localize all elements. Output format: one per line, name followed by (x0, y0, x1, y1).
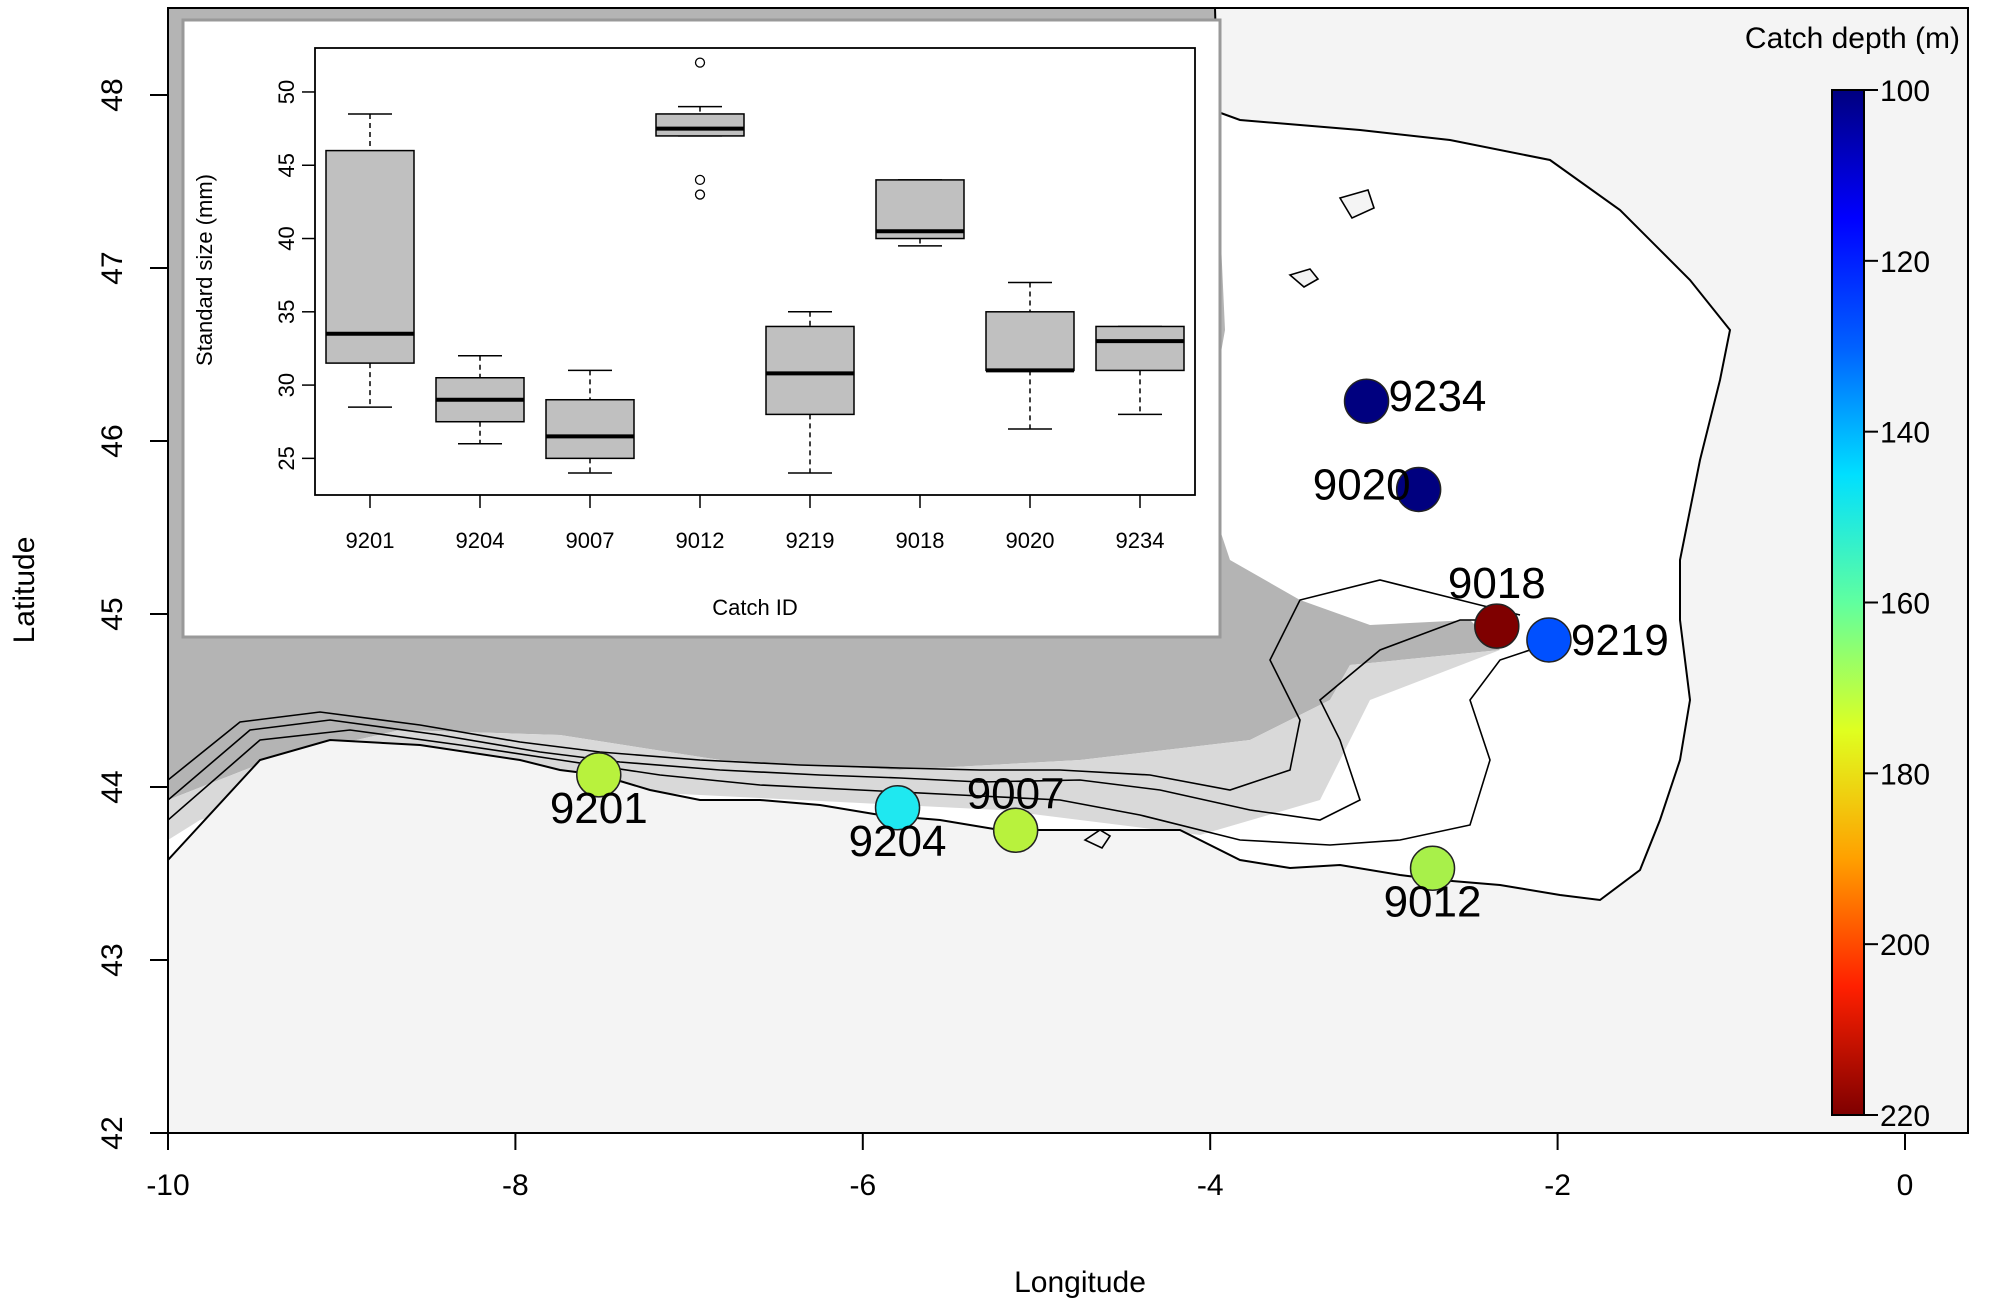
colorbar-tick-label: 140 (1880, 417, 1930, 450)
box-9201 (325, 113, 415, 408)
map-frame (167, 7, 1969, 1134)
inset-y-tick-label: 30 (274, 373, 299, 397)
x-tick-label: 0 (1897, 1169, 1914, 1202)
outlier-point (694, 189, 706, 200)
colorbar-gradient (1831, 89, 1865, 1116)
island-2 (1338, 189, 1375, 220)
inset-x-tick-label: 9018 (896, 528, 945, 553)
y-tick-label: 43 (96, 943, 129, 976)
iqr-box (765, 325, 855, 416)
box-9020 (985, 281, 1075, 430)
x-axis-label: Longitude (1014, 1266, 1146, 1299)
catch-point-9007 (992, 807, 1039, 853)
catch-point-9204 (874, 785, 921, 831)
iqr-box (875, 179, 965, 240)
island-3 (1288, 268, 1320, 288)
colorbar-tick-label: 120 (1880, 246, 1930, 279)
box-9234 (1095, 325, 1185, 416)
y-tick-label: 48 (96, 78, 129, 111)
map-axes: -10 -8 -6 -4 -2 0 42 43 44 45 46 47 48 (96, 78, 1913, 1202)
inset-axes: 25 30 35 40 45 50 9201 9204 9007 9012 9219 9018 9020… (274, 80, 1164, 553)
catch-label-9007: 9007 (967, 769, 1065, 818)
catch-point-9020 (1395, 466, 1442, 513)
box-9012 (655, 57, 745, 200)
land (168, 8, 1968, 1133)
catch-label-9204: 9204 (849, 817, 947, 866)
y-tick-label: 44 (96, 770, 129, 803)
iqr-box (325, 149, 415, 364)
inset-x-tick-label: 9204 (456, 528, 505, 553)
colorbar: Catch depth (m) 100 120 140 160 180 200 220 (1745, 22, 1960, 1133)
catch-label-9219: 9219 (1571, 616, 1669, 665)
inset-y-axis-label: Standard size (mm) (192, 174, 217, 366)
catch-label-9012: 9012 (1384, 877, 1482, 926)
outlier-point (694, 174, 706, 186)
inset-boxes (325, 57, 1185, 474)
y-tick-label: 47 (96, 251, 129, 284)
inset-y-tick-label: 50 (274, 80, 299, 104)
catch-points: 9234 9020 9018 9219 9201 9204 9007 9012 (550, 372, 1669, 926)
iqr-box (985, 311, 1075, 372)
colorbar-tick-label: 220 (1880, 1100, 1930, 1133)
outlier-point (694, 57, 706, 68)
contour-500m (168, 619, 1500, 821)
x-tick-label: -4 (1197, 1169, 1224, 1202)
inset-x-tick-label: 9020 (1006, 528, 1055, 553)
box-9219 (765, 311, 855, 474)
catch-label-9234: 9234 (1389, 372, 1487, 421)
inset-y-tick-label: 45 (274, 153, 299, 177)
y-tick-label: 46 (96, 424, 129, 457)
iqr-box (1095, 325, 1185, 372)
catch-label-9201: 9201 (550, 784, 648, 833)
colorbar-tick-label: 200 (1880, 929, 1930, 962)
inset-x-tick-label: 9219 (786, 528, 835, 553)
x-tick-label: -10 (146, 1169, 189, 1202)
y-tick-label: 45 (96, 597, 129, 630)
colorbar-title: Catch depth (m) (1745, 22, 1960, 55)
catch-point-9012 (1409, 845, 1456, 892)
island-1 (1083, 829, 1112, 850)
inset-x-tick-label: 9201 (346, 528, 395, 553)
catch-label-9018: 9018 (1448, 559, 1546, 608)
contour-1000m (168, 579, 1521, 791)
box-9204 (435, 355, 525, 445)
inset-plot-frame (314, 47, 1196, 496)
y-tick-label: 42 (96, 1116, 129, 1149)
catch-label-9020: 9020 (1313, 460, 1411, 509)
catch-point-9234 (1343, 378, 1390, 424)
y-axis-label: Latitude (8, 537, 41, 644)
inset-x-tick-label: 9234 (1116, 528, 1165, 553)
inset-x-tick-label: 9012 (676, 528, 725, 553)
catch-point-9219 (1526, 617, 1572, 663)
x-tick-label: -8 (502, 1169, 529, 1202)
box-9018 (875, 179, 965, 247)
colorbar-tick-label: 180 (1880, 758, 1930, 791)
box-9007 (545, 369, 635, 474)
inset-x-axis-label: Catch ID (712, 595, 798, 620)
inset-x-tick-label: 9007 (566, 528, 615, 553)
contour-200m (168, 639, 1561, 846)
inset-y-tick-label: 35 (274, 300, 299, 324)
inset-boxplot: 25 30 35 40 45 50 9201 9204 9007 9012 9219 9018 9020… (181, 18, 1222, 639)
shelf-region (168, 650, 1500, 840)
catch-point-9018 (1474, 603, 1520, 649)
iqr-box (545, 398, 635, 460)
inset-y-tick-label: 25 (274, 446, 299, 470)
iqr-box (655, 113, 745, 137)
x-tick-label: -6 (849, 1169, 876, 1202)
colorbar-tick-label: 160 (1880, 588, 1930, 621)
inset-y-tick-label: 40 (274, 226, 299, 250)
x-tick-label: -2 (1544, 1169, 1571, 1202)
colorbar-tick-label: 100 (1880, 75, 1930, 108)
catch-point-9201 (576, 752, 622, 798)
